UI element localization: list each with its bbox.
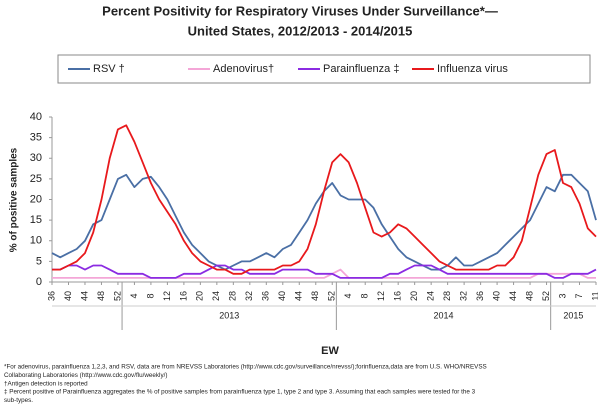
x-tick-label: 24: [426, 291, 436, 301]
x-tick-label: 52: [327, 291, 337, 301]
series-line: [52, 268, 596, 279]
x-tick-label: 32: [244, 291, 254, 301]
x-tick-label: 7: [574, 293, 584, 298]
footnote: *For adenovirus, parainfluenza 1,2,3, an…: [4, 364, 487, 371]
footnote: Collaborating Laboratories (http://www.c…: [4, 372, 167, 379]
x-tick-label: 16: [393, 291, 403, 301]
x-tick-label: 4: [343, 293, 353, 298]
x-tick-label: 48: [96, 291, 106, 301]
x-tick-label: 36: [261, 291, 271, 301]
x-tick-label: 3: [557, 293, 567, 298]
x-tick-label: 52: [541, 291, 551, 301]
year-label: 2014: [433, 310, 453, 320]
year-label: 2013: [219, 310, 239, 320]
footnote: sub-types.: [4, 397, 33, 404]
x-tick-label: 24: [211, 291, 221, 301]
x-tick-label: 8: [360, 293, 370, 298]
y-tick-label: 5: [36, 255, 42, 267]
x-tick-label: 28: [228, 291, 238, 301]
x-tick-label: 36: [475, 291, 485, 301]
series-line: [52, 124, 597, 275]
x-tick-label: 44: [508, 291, 518, 301]
chart-title: United States, 2012/2013 - 2014/2015: [188, 23, 413, 38]
y-tick-label: 0: [36, 276, 42, 288]
x-tick-label: 40: [63, 291, 73, 301]
footnote: †Antigen detection is reported: [4, 380, 88, 387]
y-tick-label: 35: [30, 132, 42, 144]
x-tick-label: 20: [409, 291, 419, 301]
footnote: ‡ Percent positive of Parainfluenza aggr…: [4, 389, 476, 396]
x-tick-label: 12: [376, 291, 386, 301]
x-tick-label: 20: [195, 291, 205, 301]
x-tick-label: 40: [277, 291, 287, 301]
x-axis-label: EW: [321, 345, 339, 357]
x-tick-label: 44: [79, 291, 89, 301]
chart-title: Percent Positivity for Respiratory Virus…: [102, 3, 498, 18]
y-axis-label: % of positive samples: [9, 147, 20, 252]
legend-label: Influenza virus: [437, 63, 508, 75]
x-tick-label: 48: [310, 291, 320, 301]
x-tick-label: 32: [458, 291, 468, 301]
y-tick-label: 20: [30, 193, 42, 205]
legend-box: [57, 54, 591, 84]
legend-label: Parainfluenza ‡: [323, 63, 399, 75]
y-tick-label: 10: [30, 235, 42, 247]
y-tick-label: 30: [30, 152, 42, 164]
x-tick-label: 4: [129, 293, 139, 298]
year-label: 2015: [563, 310, 583, 320]
x-tick-label: 40: [491, 291, 501, 301]
y-tick-label: 40: [30, 111, 42, 123]
x-tick-label: 16: [178, 291, 188, 301]
x-tick-label: 44: [294, 291, 304, 301]
x-tick-label: 8: [145, 293, 155, 298]
x-tick-label: 12: [162, 291, 172, 301]
x-tick-label: 52: [112, 291, 122, 301]
x-tick-label: 48: [524, 291, 534, 301]
x-tick-label: 28: [442, 291, 452, 301]
y-tick-label: 15: [30, 214, 42, 226]
x-tick-label: 36: [46, 291, 56, 301]
series-line: [52, 264, 597, 279]
legend-label: RSV †: [93, 63, 125, 75]
legend-label: Adenovirus†: [213, 63, 274, 75]
x-tick-label: 11: [590, 291, 598, 300]
y-tick-label: 25: [30, 173, 42, 185]
